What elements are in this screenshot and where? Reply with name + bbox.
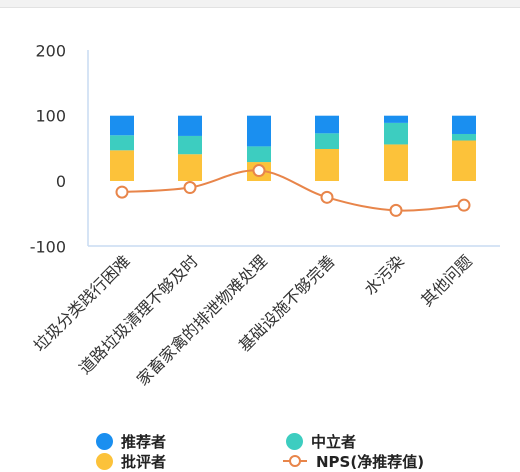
nps-point <box>389 203 403 217</box>
bar-segment <box>384 122 408 145</box>
bar-segment <box>247 115 271 147</box>
x-tick-label: 家畜家禽的排泄物难处理 <box>133 251 271 389</box>
legend: 推荐者 中立者 批评者 NPS(净推荐值) <box>0 428 520 471</box>
y-tick-label: -100 <box>30 237 66 256</box>
legend-label: NPS(净推荐值) <box>316 452 425 471</box>
legend-item-detractors[interactable]: 批评者 <box>96 452 167 471</box>
bar-segment <box>315 115 339 134</box>
legend-label: 推荐者 <box>121 432 167 451</box>
nps-chart: 200 100 0 -100 垃圾分类践行困难道路垃圾清理不够及时家畜家禽的排泄物难处… <box>30 41 500 389</box>
legend-item-nps[interactable]: NPS(净推荐值) <box>282 452 425 471</box>
bar-marks <box>110 115 476 181</box>
bar-segment <box>452 133 476 141</box>
legend-label: 中立者 <box>311 432 357 451</box>
bar-segment <box>110 135 134 151</box>
legend-item-promoters[interactable]: 推荐者 <box>96 432 167 451</box>
promoters-swatch-icon <box>96 432 113 450</box>
top-divider <box>0 0 520 8</box>
bar-segment <box>110 115 134 136</box>
nps-line <box>121 169 465 212</box>
bar-segment <box>110 150 134 181</box>
nps-point <box>457 198 471 212</box>
bar-segment <box>384 115 408 123</box>
nps-point <box>183 181 197 195</box>
nps-point <box>320 190 334 204</box>
legend-item-passives[interactable]: 中立者 <box>286 432 357 451</box>
bar-segment <box>384 144 408 181</box>
nps-point <box>252 164 266 178</box>
nps-line-icon <box>283 455 307 467</box>
y-tick-label: 0 <box>56 172 66 191</box>
legend-label: 批评者 <box>121 452 167 471</box>
y-axis-ticks: 200 100 0 -100 <box>30 41 66 256</box>
x-tick-label: 道路垃圾清理不够及时 <box>75 251 202 378</box>
x-tick-label: 水污染 <box>360 251 407 298</box>
detractors-swatch-icon <box>96 452 113 470</box>
x-tick-label: 其他问题 <box>417 251 476 310</box>
y-tick-label: 100 <box>35 107 66 126</box>
bar-segment <box>178 135 202 155</box>
bar-segment <box>247 146 271 163</box>
bar-segment <box>452 140 476 181</box>
passives-swatch-icon <box>286 432 303 450</box>
y-tick-label: 200 <box>35 41 66 60</box>
bar-segment <box>178 154 202 181</box>
nps-line-series <box>115 164 471 217</box>
bar-segment <box>315 133 339 150</box>
bar-segment <box>452 115 476 134</box>
bar-segment <box>315 149 339 181</box>
nps-point <box>115 185 129 199</box>
bar-segment <box>178 115 202 136</box>
